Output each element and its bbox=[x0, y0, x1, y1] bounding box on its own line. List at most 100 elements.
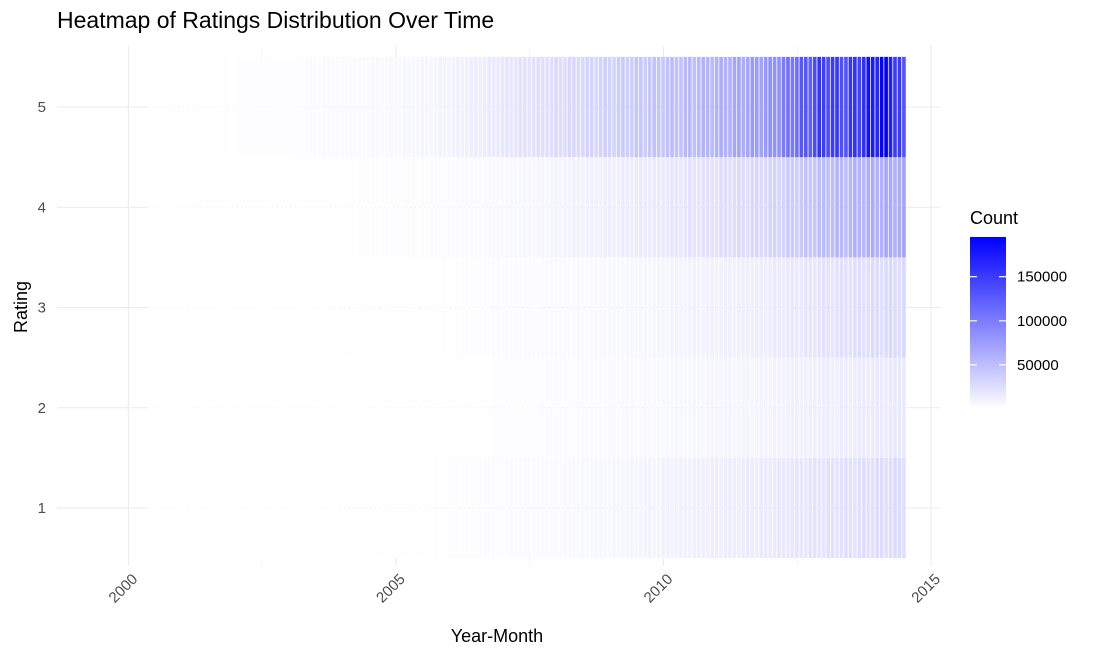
heatmap-tile bbox=[812, 157, 817, 258]
heatmap-tile bbox=[581, 357, 585, 458]
heatmap-tile bbox=[719, 56, 723, 158]
heatmap-tile bbox=[442, 257, 447, 358]
heatmap-tile bbox=[683, 457, 688, 559]
heatmap-tile bbox=[585, 457, 590, 559]
heatmap-tile bbox=[282, 457, 286, 559]
heatmap-tile bbox=[331, 257, 335, 358]
heatmap-tile bbox=[866, 257, 871, 358]
heatmap-tile bbox=[518, 457, 523, 559]
heatmap-tile bbox=[420, 357, 425, 458]
heatmap-tile bbox=[313, 457, 318, 559]
heatmap-tile bbox=[375, 257, 380, 358]
heatmap-tile bbox=[536, 457, 541, 559]
heatmap-tile bbox=[362, 357, 367, 458]
heatmap-tile bbox=[473, 357, 478, 458]
heatmap-tile bbox=[576, 257, 581, 358]
y-tick-label: 5 bbox=[38, 99, 46, 116]
heatmap-tile bbox=[509, 357, 514, 458]
heatmap-tile bbox=[732, 157, 737, 258]
heatmap-tile bbox=[630, 357, 634, 458]
heatmap-tile bbox=[161, 157, 166, 258]
heatmap-tile bbox=[879, 457, 884, 559]
heatmap-tile bbox=[643, 157, 648, 258]
heatmap-tile bbox=[447, 357, 451, 458]
heatmap-tile bbox=[210, 457, 215, 559]
heatmap-tile bbox=[799, 257, 804, 358]
heatmap-tile bbox=[612, 157, 616, 258]
heatmap-tile bbox=[710, 457, 714, 559]
heatmap-tile bbox=[857, 357, 862, 458]
heatmap-tile bbox=[786, 257, 790, 358]
heatmap-tile bbox=[482, 157, 487, 258]
heatmap-tile bbox=[853, 257, 857, 358]
heatmap-tile bbox=[567, 56, 572, 158]
heatmap-tile bbox=[460, 357, 465, 458]
heatmap-tile bbox=[380, 257, 384, 358]
heatmap-tile bbox=[438, 357, 442, 458]
heatmap-tile bbox=[545, 157, 549, 258]
heatmap-tile bbox=[179, 357, 184, 458]
heatmap-tile bbox=[308, 157, 313, 258]
heatmap-tile bbox=[554, 357, 558, 458]
heatmap-tile bbox=[902, 257, 906, 358]
heatmap-tile bbox=[581, 457, 585, 559]
heatmap-tile bbox=[540, 157, 545, 258]
heatmap-tile bbox=[558, 56, 563, 158]
heatmap-tile bbox=[264, 56, 269, 158]
heatmap-tile bbox=[554, 257, 558, 358]
heatmap-tile bbox=[300, 257, 304, 358]
heatmap-tile bbox=[826, 457, 830, 559]
heatmap-tile bbox=[844, 157, 848, 258]
heatmap-tile bbox=[665, 56, 670, 158]
heatmap-tile bbox=[866, 357, 871, 458]
heatmap-tile bbox=[465, 56, 469, 158]
heatmap-tile bbox=[763, 56, 768, 158]
heatmap-tile bbox=[710, 257, 714, 358]
heatmap-tile bbox=[308, 257, 313, 358]
heatmap-tile bbox=[795, 257, 799, 358]
heatmap-tile bbox=[442, 457, 447, 559]
heatmap-tile bbox=[888, 257, 893, 358]
heatmap-tile bbox=[817, 257, 822, 358]
heatmap-tile bbox=[656, 56, 661, 158]
heatmap-tile bbox=[389, 157, 393, 258]
heatmap-tile bbox=[344, 257, 349, 358]
heatmap-tile bbox=[340, 457, 344, 559]
heatmap-tile bbox=[750, 56, 755, 158]
heatmap-tile bbox=[688, 56, 692, 158]
heatmap-tile bbox=[188, 457, 193, 559]
heatmap-tile bbox=[487, 157, 492, 258]
heatmap-tile bbox=[830, 257, 835, 358]
heatmap-tile bbox=[777, 56, 781, 158]
heatmap-tile bbox=[803, 56, 808, 158]
heatmap-tile bbox=[179, 157, 184, 258]
heatmap-tile bbox=[621, 257, 625, 358]
heatmap-tile bbox=[670, 257, 674, 358]
heatmap-tile bbox=[420, 257, 425, 358]
heatmap-tile bbox=[621, 457, 625, 559]
heatmap-tile bbox=[799, 56, 804, 158]
heatmap-tile bbox=[416, 457, 420, 559]
heatmap-tile bbox=[358, 457, 362, 559]
heatmap-tile bbox=[763, 157, 768, 258]
heatmap-tile bbox=[184, 457, 188, 559]
heatmap-tile bbox=[652, 157, 657, 258]
heatmap-tile bbox=[358, 157, 362, 258]
heatmap-tile bbox=[496, 357, 500, 458]
heatmap-tiles bbox=[148, 56, 906, 559]
y-axis-title: Rating bbox=[11, 281, 31, 333]
heatmap-tile bbox=[719, 357, 723, 458]
heatmap-tile bbox=[737, 157, 741, 258]
heatmap-tile bbox=[179, 56, 184, 158]
heatmap-tile bbox=[416, 257, 420, 358]
heatmap-tile bbox=[795, 357, 799, 458]
heatmap-tile bbox=[799, 457, 804, 559]
heatmap-tile bbox=[679, 457, 683, 559]
heatmap-tile bbox=[375, 457, 380, 559]
heatmap-tile bbox=[585, 257, 590, 358]
heatmap-tile bbox=[643, 357, 648, 458]
heatmap-tile bbox=[817, 56, 822, 158]
heatmap-tile bbox=[572, 56, 576, 158]
heatmap-tile bbox=[358, 56, 362, 158]
heatmap-tile bbox=[340, 56, 344, 158]
